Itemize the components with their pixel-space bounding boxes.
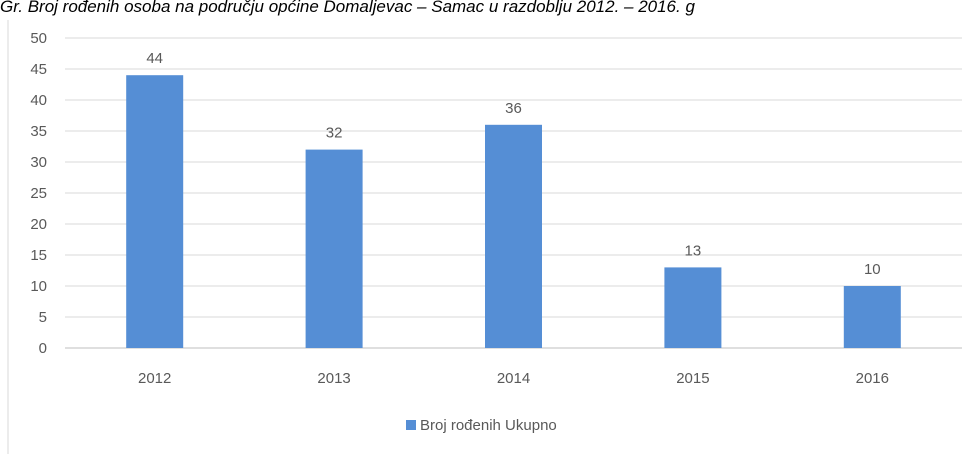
y-tick-label: 40 [30,92,47,109]
y-tick-label: 15 [30,247,47,264]
bar [126,75,184,348]
data-label: 13 [685,242,702,259]
data-label: 44 [146,50,163,67]
x-tick-label: 2014 [497,370,530,387]
y-tick-label: 20 [30,216,47,233]
bar [843,286,901,348]
y-tick-label: 50 [30,30,47,47]
y-tick-label: 5 [39,309,47,326]
data-label: 10 [864,261,881,278]
bar [664,267,722,348]
y-tick-label: 35 [30,123,47,140]
bar [485,124,542,348]
data-label: 36 [505,100,522,117]
x-tick-label: 2015 [676,370,709,387]
x-tick-label: 2013 [317,370,350,387]
y-tick-label: 0 [39,340,47,357]
bar [305,149,363,348]
y-tick-label: 25 [30,185,47,202]
x-tick-label: 2012 [138,370,171,387]
data-label: 32 [326,125,343,142]
y-tick-label: 45 [30,61,47,78]
legend-label: Broj rođenih Ukupno [420,417,557,434]
x-tick-label: 2016 [856,370,889,387]
y-tick-label: 30 [30,154,47,171]
chart-title: Gr. Broj rođenih osoba na području općin… [0,0,695,16]
legend-swatch [406,420,416,430]
y-tick-label: 10 [30,278,47,295]
